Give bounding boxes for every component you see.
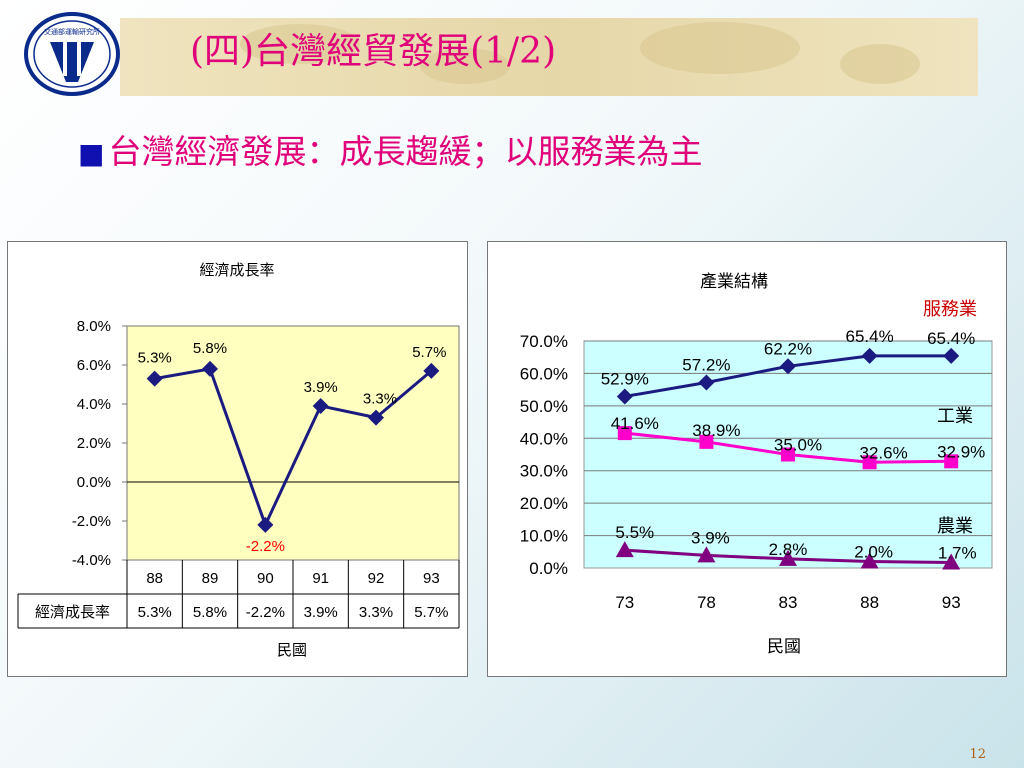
y-tick-label: -4.0% (72, 552, 111, 569)
y-tick-label: -2.0% (72, 513, 111, 530)
legend-service-label: 服務業 (923, 299, 977, 319)
legend-agriculture-label: 農業 (937, 516, 973, 536)
legend-industry-label: 工業 (937, 406, 973, 426)
x-tick-label: 90 (257, 570, 274, 587)
industry-chart-panel: 產業結構 70.0% 60.0% 50.0% 40.0% 30.0% 20.0% 10.0%… (487, 241, 1007, 677)
data-label: 2.8% (769, 540, 808, 559)
page-number: 12 (969, 747, 986, 762)
plot-area (126, 325, 460, 561)
data-label: 5.7% (412, 344, 446, 361)
series-point-0 (861, 347, 878, 364)
x-tick-label: 88 (146, 570, 163, 587)
x-tick-label: 73 (615, 593, 634, 612)
y-tick-label: 10.0% (520, 527, 568, 546)
y-tick-label: 20.0% (520, 494, 568, 513)
institute-logo: 交通部運輸研究所 (24, 12, 120, 96)
series-point-1 (617, 426, 632, 441)
table-cell: 5.7% (414, 604, 448, 621)
slide-subtitle: ■ 台灣經濟發展：成長趨緩；以服務業為主 (78, 132, 702, 174)
table-cell: 3.9% (304, 604, 338, 621)
data-label: 32.6% (859, 443, 907, 462)
data-label: 1.7% (938, 543, 977, 562)
y-tick-label: 50.0% (520, 397, 568, 416)
series-point-1 (862, 455, 877, 470)
y-tick-label: 8.0% (77, 318, 111, 335)
x-axis-title: 民國 (277, 642, 307, 659)
table-series-name: 經濟成長率 (35, 604, 110, 621)
series-point-0 (616, 388, 633, 405)
series-point-1 (781, 447, 795, 462)
data-label: -2.2% (246, 538, 285, 555)
growth-point (423, 362, 440, 379)
y-tick-label: 6.0% (77, 357, 111, 374)
growth-point (202, 360, 218, 377)
svg-text:交通部運輸研究所: 交通部運輸研究所 (44, 27, 100, 36)
table-cell: 5.8% (193, 604, 227, 621)
series-point-2 (697, 546, 716, 563)
series-point-0 (698, 374, 715, 391)
y-tick-label: 4.0% (77, 396, 111, 413)
y-tick-label: 70.0% (520, 332, 568, 351)
x-tick-label: 93 (942, 593, 961, 612)
bullet-icon: ■ (78, 137, 105, 170)
y-tick-label: 2.0% (77, 435, 111, 452)
x-tick-label: 88 (860, 593, 879, 612)
growth-point (312, 397, 329, 414)
chart-title: 產業結構 (700, 272, 768, 291)
title-banner (120, 18, 978, 96)
y-tick-label: 0.0% (77, 474, 111, 491)
growth-chart-panel: 經濟成長率 8.0% 6.0% 4.0% 2.0% 0.0% -2.0% -4.0% 5.3… (7, 241, 468, 677)
growth-point (368, 409, 384, 426)
series-point-2 (615, 541, 634, 558)
growth-series-line (154, 367, 433, 529)
x-tick-label: 91 (312, 570, 329, 587)
data-label: 57.2% (682, 356, 730, 375)
y-tick-label: 0.0% (529, 559, 568, 578)
series-point-1 (699, 434, 714, 449)
series-point-2 (860, 552, 879, 569)
data-label: 2.0% (854, 543, 893, 562)
series-point-1 (944, 454, 959, 469)
x-tick-label: 92 (368, 570, 385, 587)
subtitle-text: 台灣經濟發展：成長趨緩；以服務業為主 (108, 132, 703, 171)
chart-title: 經濟成長率 (199, 262, 274, 279)
x-axis-title: 民國 (767, 637, 801, 656)
table-cell: 3.3% (359, 604, 393, 621)
series-point-2 (942, 553, 961, 570)
data-label: 3.9% (304, 379, 338, 396)
y-tick-label: 60.0% (520, 364, 568, 383)
series-point-2 (779, 549, 797, 566)
slide-title: (四)台灣經貿發展(1/2) (190, 31, 557, 72)
data-label: 5.5% (615, 523, 654, 542)
data-label: 3.3% (363, 391, 397, 408)
data-label: 62.2% (764, 339, 812, 358)
growth-chart: 經濟成長率 8.0% 6.0% 4.0% 2.0% 0.0% -2.0% -4.0% 5.3… (17, 262, 460, 659)
data-label: 65.4% (845, 327, 893, 346)
data-label: 5.8% (193, 340, 227, 357)
data-label: 65.4% (927, 329, 975, 348)
table-cell: -2.2% (246, 604, 285, 621)
x-tick-label: 93 (423, 570, 440, 587)
growth-point (257, 516, 274, 533)
y-tick-label: 30.0% (520, 462, 568, 481)
x-tick-label: 89 (202, 570, 219, 587)
data-label: 35.0% (774, 436, 822, 455)
data-label: 32.9% (937, 442, 985, 461)
data-label: 52.9% (601, 369, 649, 388)
series-point-0 (943, 347, 960, 364)
industry-chart: 產業結構 70.0% 60.0% 50.0% 40.0% 30.0% 20.0% 10.0%… (520, 272, 993, 656)
y-tick-label: 40.0% (520, 429, 568, 448)
table-cell: 5.3% (138, 604, 172, 621)
series-point-0 (780, 358, 796, 375)
x-tick-label: 78 (697, 593, 716, 612)
growth-point (146, 370, 163, 387)
x-tick-label: 83 (779, 593, 798, 612)
data-label: 3.9% (691, 528, 730, 547)
data-label: 38.9% (692, 421, 740, 440)
data-label: 5.3% (138, 350, 172, 367)
data-label: 41.6% (611, 414, 659, 433)
